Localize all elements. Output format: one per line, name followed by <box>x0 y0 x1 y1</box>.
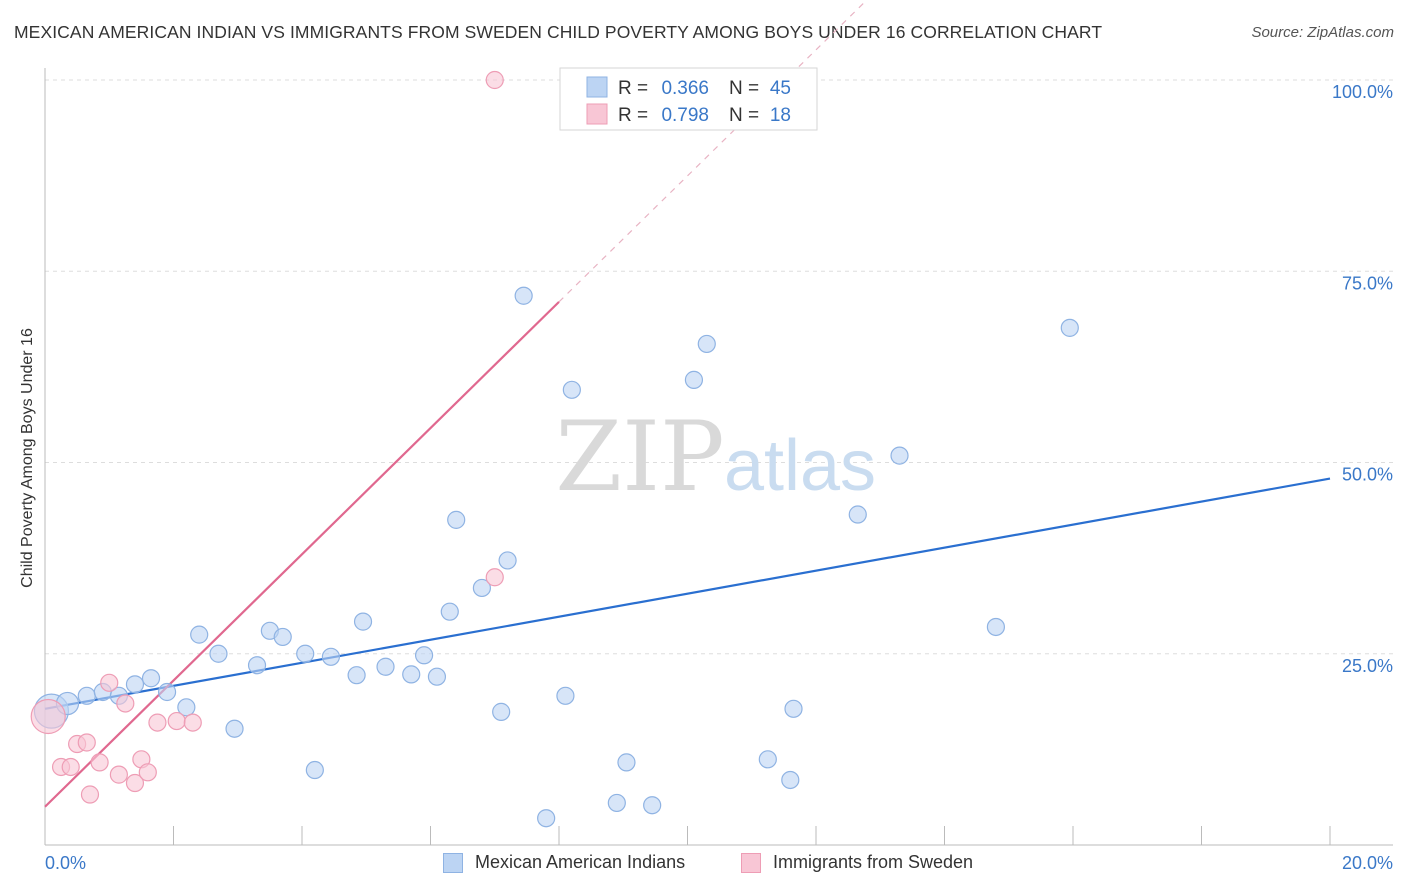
point-mexican-american-indians-6 <box>141 669 161 688</box>
legend-label-mexican-american-indians: Mexican American Indians <box>475 852 686 872</box>
y-tick-label-50: 50.0% <box>1342 465 1393 485</box>
trendline-mexican-american-indians <box>44 477 1331 710</box>
point-immigrants-from-sweden-12 <box>138 763 157 782</box>
point-mexican-american-indians-18 <box>347 666 366 685</box>
watermark-atlas: atlas <box>724 426 876 506</box>
point-immigrants-from-sweden-7 <box>100 673 119 692</box>
legend-box: R = 0.366 N = 45 R = 0.798 N = 18 <box>559 67 818 131</box>
point-mexican-american-indians-21 <box>402 665 421 684</box>
point-mexican-american-indians-41 <box>848 505 867 524</box>
source-attribution: Source: ZipAtlas.com <box>1251 24 1394 41</box>
point-mexican-american-indians-10 <box>209 644 228 663</box>
point-immigrants-from-sweden-10 <box>125 773 145 793</box>
point-mexican-american-indians-44 <box>1060 318 1079 337</box>
point-mexican-american-indians-12 <box>247 656 267 675</box>
point-immigrants-from-sweden-14 <box>167 711 186 731</box>
point-mexican-american-indians-23 <box>427 667 447 686</box>
legend-item-immigrants-from-sweden[interactable]: Immigrants from Sweden <box>741 852 973 873</box>
axes <box>44 68 1393 846</box>
legend-label-immigrants-from-sweden: Immigrants from Sweden <box>773 852 974 872</box>
point-mexican-american-indians-14 <box>273 627 292 647</box>
gridlines <box>45 79 1393 655</box>
point-mexican-american-indians-7 <box>157 682 177 702</box>
point-mexican-american-indians-38 <box>758 750 777 769</box>
point-mexican-american-indians-30 <box>537 809 556 828</box>
point-mexican-american-indians-37 <box>697 334 716 354</box>
trendline-immigrants-from-sweden-extension <box>558 0 868 303</box>
point-immigrants-from-sweden-16 <box>485 568 504 587</box>
point-immigrants-from-sweden-15 <box>183 713 202 732</box>
point-mexican-american-indians-22 <box>414 646 434 665</box>
point-immigrants-from-sweden-8 <box>109 765 128 784</box>
point-mexican-american-indians-25 <box>447 510 466 529</box>
tick-labels: 25.0% 50.0% 75.0% 100.0% 0.0% 20.0% <box>45 82 1393 873</box>
point-immigrants-from-sweden-9 <box>116 694 135 713</box>
legend-swatch-blue <box>586 76 608 98</box>
legend-n-label: N = <box>729 78 759 99</box>
point-mexican-american-indians-5 <box>125 675 145 694</box>
watermark: ZIP atlas <box>555 401 876 513</box>
point-mexican-american-indians-11 <box>225 719 244 738</box>
data-points <box>30 70 1079 828</box>
point-mexican-american-indians-36 <box>684 370 704 389</box>
legend-r-value: 0.366 <box>661 78 709 99</box>
y-tick-label-100: 100.0% <box>1332 82 1393 102</box>
bottom-legend: Mexican American Indians Immigrants from… <box>0 852 1406 878</box>
point-mexican-american-indians-17 <box>321 647 341 666</box>
point-mexican-american-indians-19 <box>353 612 373 631</box>
point-mexican-american-indians-42 <box>890 446 909 465</box>
point-mexican-american-indians-8 <box>177 698 196 717</box>
point-mexican-american-indians-28 <box>498 551 517 570</box>
trendline-immigrants-from-sweden <box>44 301 560 808</box>
point-immigrants-from-sweden-0 <box>30 698 66 735</box>
x-tick-label-left: 0.0% <box>45 853 86 873</box>
point-mexican-american-indians-40 <box>784 699 803 718</box>
point-mexican-american-indians-15 <box>296 644 315 663</box>
point-mexican-american-indians-33 <box>607 793 626 813</box>
point-mexican-american-indians-29 <box>514 286 533 305</box>
watermark-zip: ZIP <box>555 401 724 513</box>
point-immigrants-from-sweden-17 <box>485 70 504 90</box>
point-mexican-american-indians-9 <box>190 625 209 644</box>
legend-item-mexican-american-indians[interactable]: Mexican American Indians <box>443 852 685 873</box>
point-mexican-american-indians-31 <box>556 686 575 705</box>
point-immigrants-from-sweden-5 <box>80 785 100 804</box>
point-mexican-american-indians-39 <box>781 770 800 790</box>
point-mexican-american-indians-43 <box>986 617 1006 637</box>
point-mexican-american-indians-27 <box>492 702 511 721</box>
point-mexican-american-indians-20 <box>376 657 395 676</box>
legend-n-value: 45 <box>770 78 791 99</box>
point-mexican-american-indians-34 <box>617 753 636 772</box>
point-immigrants-from-sweden-6 <box>90 753 109 772</box>
legend-r-label: R = <box>618 78 648 99</box>
legend-r-value: 0.798 <box>661 105 709 126</box>
point-mexican-american-indians-35 <box>643 796 662 815</box>
y-tick-label-75: 75.0% <box>1342 273 1393 293</box>
legend-n-label: N = <box>729 105 759 126</box>
point-immigrants-from-sweden-2 <box>61 757 80 777</box>
legend-swatch-blue <box>443 852 463 873</box>
point-mexican-american-indians-32 <box>562 380 581 399</box>
legend-n-value: 18 <box>770 105 791 126</box>
point-mexican-american-indians-16 <box>305 760 324 780</box>
y-tick-label-25: 25.0% <box>1342 656 1393 676</box>
point-immigrants-from-sweden-4 <box>77 733 96 752</box>
legend-r-label: R = <box>618 105 648 126</box>
legend-swatch-pink <box>741 852 761 873</box>
point-immigrants-from-sweden-13 <box>148 713 167 732</box>
legend-swatch-pink <box>586 103 608 125</box>
point-mexican-american-indians-26 <box>472 578 491 598</box>
point-mexican-american-indians-24 <box>440 602 459 621</box>
chart-title: MEXICAN AMERICAN INDIAN VS IMMIGRANTS FR… <box>14 22 1103 42</box>
point-mexican-american-indians-2 <box>77 686 96 705</box>
x-tick-label-right: 20.0% <box>1342 853 1393 873</box>
